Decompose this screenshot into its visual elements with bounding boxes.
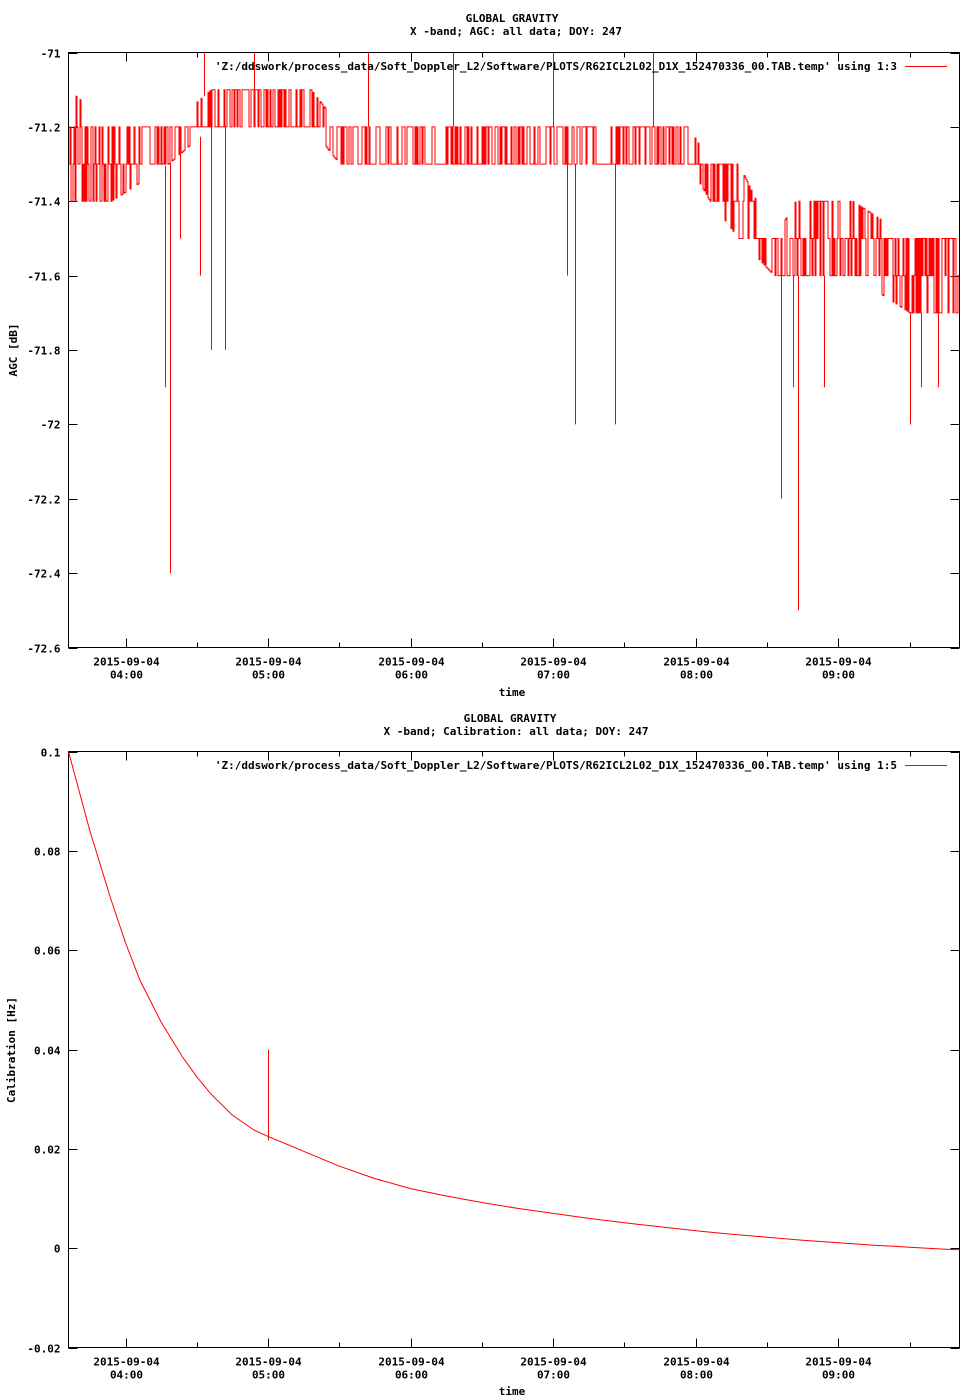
x-tick-label-time: 05:00 xyxy=(252,1369,285,1382)
calibration-chart-panel: GLOBAL GRAVITY X -band; Calibration: all… xyxy=(5,712,960,1398)
x-tick-label-time: 04:00 xyxy=(110,669,143,682)
y-tick-label: -72.4 xyxy=(27,568,60,581)
agc-noise-path xyxy=(69,89,959,314)
chart-subtitle: X -band; AGC: all data; DOY: 247 xyxy=(410,25,622,38)
chart-subtitle: X -band; Calibration: all data; DOY: 247 xyxy=(384,725,649,738)
x-tick-label-date: 2015-09-04 xyxy=(93,656,160,669)
x-tick-label-time: 05:00 xyxy=(252,669,285,682)
x-tick-label-time: 09:00 xyxy=(822,1369,855,1382)
y-tick-label: -72.6 xyxy=(27,643,60,656)
y-tick-label: 0.04 xyxy=(34,1045,61,1058)
x-tick-label-date: 2015-09-04 xyxy=(93,1356,160,1369)
calibration-curve xyxy=(68,751,960,1251)
x-tick-label-date: 2015-09-04 xyxy=(663,1356,730,1369)
y-tick-label: -71 xyxy=(41,48,61,61)
calibration-trace xyxy=(68,751,960,1251)
x-tick-label-time: 07:00 xyxy=(537,1369,570,1382)
agc-trace xyxy=(69,52,959,611)
y-tick-label: 0.1 xyxy=(41,747,61,760)
x-axis-label: time xyxy=(499,1385,526,1398)
x-tick-label-date: 2015-09-04 xyxy=(663,656,730,669)
x-tick-label-time: 07:00 xyxy=(537,669,570,682)
y-axis-label: AGC [dB] xyxy=(7,324,20,377)
x-axis-label: time xyxy=(499,686,526,699)
y-tick-label: -71.4 xyxy=(27,196,60,209)
y-tick-label: -72.2 xyxy=(27,494,60,507)
y-axis-ticks: 0.1 0.08 0.06 0.04 0.02 0 -0.02 xyxy=(27,747,960,1356)
y-tick-label: -0.02 xyxy=(27,1343,60,1356)
legend-label: 'Z:/ddswork/process_data/Soft_Doppler_L2… xyxy=(215,60,897,73)
y-tick-label: 0 xyxy=(54,1243,61,1256)
agc-chart-panel: GLOBAL GRAVITY X -band; AGC: all data; D… xyxy=(7,12,960,699)
legend-label: 'Z:/ddswork/process_data/Soft_Doppler_L2… xyxy=(215,759,897,772)
x-axis-ticks: 2015-09-0404:002015-09-0405:002015-09-04… xyxy=(93,52,911,682)
chart-title: GLOBAL GRAVITY xyxy=(464,712,557,725)
x-axis-ticks: 2015-09-0404:002015-09-0405:002015-09-04… xyxy=(93,751,911,1382)
x-tick-label-time: 08:00 xyxy=(680,1369,713,1382)
x-tick-label-date: 2015-09-04 xyxy=(235,1356,302,1369)
x-tick-label-date: 2015-09-04 xyxy=(378,1356,445,1369)
x-tick-label-date: 2015-09-04 xyxy=(805,656,872,669)
y-tick-label: -72 xyxy=(41,419,61,432)
y-tick-label: 0.08 xyxy=(34,846,61,859)
y-tick-label: -71.8 xyxy=(27,345,60,358)
x-tick-label-date: 2015-09-04 xyxy=(520,1356,587,1369)
y-tick-label: -71.2 xyxy=(27,122,60,135)
x-tick-label-time: 04:00 xyxy=(110,1369,143,1382)
x-tick-label-date: 2015-09-04 xyxy=(805,1356,872,1369)
x-tick-label-time: 06:00 xyxy=(395,669,428,682)
y-axis-label: Calibration [Hz] xyxy=(5,997,18,1103)
x-tick-label-date: 2015-09-04 xyxy=(520,656,587,669)
x-tick-label-time: 08:00 xyxy=(680,669,713,682)
y-tick-label: -71.6 xyxy=(27,271,60,284)
y-tick-label: 0.06 xyxy=(34,945,61,958)
x-tick-label-time: 06:00 xyxy=(395,1369,428,1382)
y-axis-ticks: -71 -71.2 -71.4 -71.6 -71.8 -72 -72.2 -72.4 -72.… xyxy=(27,48,960,656)
x-tick-label-date: 2015-09-04 xyxy=(235,656,302,669)
x-tick-label-date: 2015-09-04 xyxy=(378,656,445,669)
y-tick-label: 0.02 xyxy=(34,1144,61,1157)
x-tick-label-time: 09:00 xyxy=(822,669,855,682)
chart-title: GLOBAL GRAVITY xyxy=(466,12,559,25)
plot-area-frame xyxy=(68,751,960,1348)
